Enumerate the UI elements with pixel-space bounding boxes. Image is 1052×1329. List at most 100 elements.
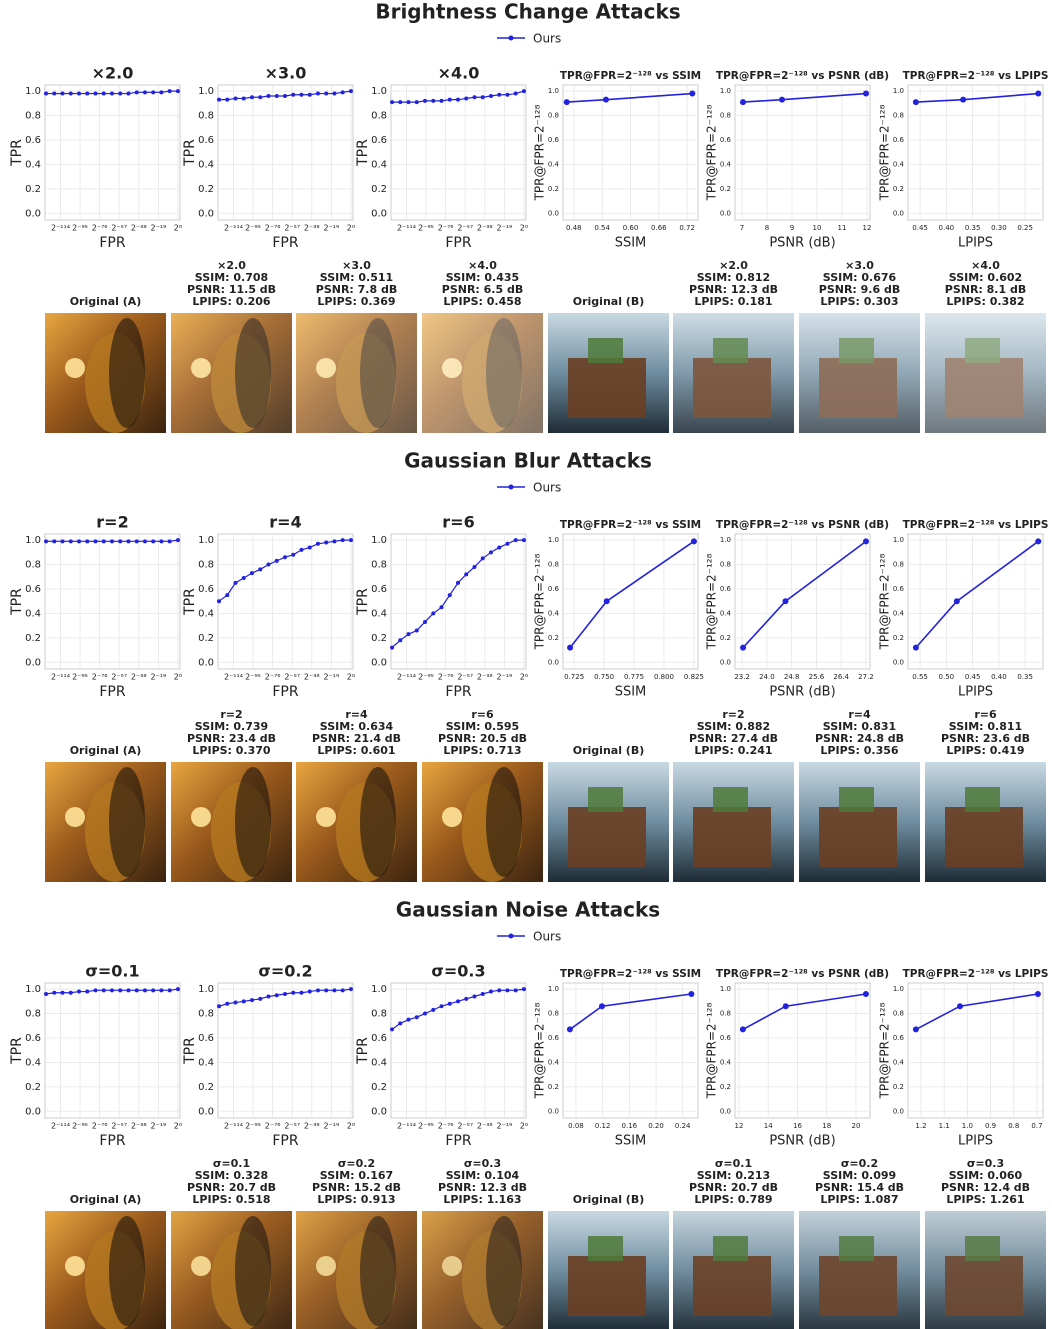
y-axis-label: TPR@FPR=2⁻¹²⁸	[533, 553, 547, 650]
y-tick-label: 0.8	[25, 560, 41, 571]
x-tick-label: 8	[765, 224, 769, 232]
point	[522, 987, 526, 991]
x-tick-label: 2⁻¹⁹	[150, 1122, 166, 1131]
x-tick-label: 2⁻⁷⁶	[92, 224, 108, 233]
y-tick-label: 0.4	[548, 609, 560, 617]
y-tick-label: 1.0	[198, 535, 214, 546]
x-tick-label: 1.1	[939, 1122, 950, 1130]
image-noise	[422, 1211, 543, 1329]
image-noise	[673, 1211, 794, 1329]
y-tick-label: 0.4	[893, 1058, 905, 1066]
y-tick-label: 0.6	[198, 584, 214, 595]
plot-area	[908, 534, 1043, 669]
point	[217, 599, 221, 603]
image-tile	[799, 1211, 920, 1329]
image-caption: LPIPS: 1.261	[946, 1193, 1024, 1206]
point	[126, 92, 130, 96]
y-tick-label: 1.0	[198, 984, 214, 995]
point	[423, 1012, 427, 1016]
point	[431, 1008, 435, 1012]
point	[266, 94, 270, 98]
point	[407, 1018, 411, 1022]
point	[324, 92, 328, 96]
x-tick-label: 9	[790, 224, 794, 232]
y-tick-label: 0.0	[720, 658, 731, 666]
point	[564, 99, 570, 105]
x-tick-label: 2⁻⁵⁷	[457, 673, 473, 682]
image-tile	[799, 762, 920, 882]
point	[349, 987, 353, 991]
image-caption: LPIPS: 0.713	[443, 744, 521, 757]
point	[85, 92, 89, 96]
x-tick-label: 2⁻⁹⁵	[72, 224, 88, 233]
image-brightness	[925, 313, 1046, 433]
y-tick-label: 0.4	[720, 160, 732, 168]
x-axis-label: FPR	[272, 684, 298, 700]
chart: 0.00.20.40.60.81.02⁻¹¹⁴2⁻⁹⁵2⁻⁷⁶2⁻⁵⁷2⁻³⁸2…	[9, 64, 182, 252]
x-tick-label: 2⁰	[174, 673, 182, 682]
y-axis-label: TPR	[355, 1037, 371, 1065]
point	[863, 91, 869, 97]
x-tick-label: 2⁰	[347, 224, 355, 233]
point	[497, 988, 501, 992]
point	[349, 538, 353, 542]
point	[77, 92, 81, 96]
image-noise	[799, 1211, 920, 1329]
image-tile	[673, 1211, 794, 1329]
point	[913, 645, 919, 651]
y-tick-label: 0.6	[371, 1033, 387, 1044]
x-tick-label: 2⁻¹⁹	[496, 673, 512, 682]
point	[283, 992, 287, 996]
image-chest	[819, 807, 897, 867]
y-tick-label: 1.0	[893, 985, 904, 993]
point	[472, 565, 476, 569]
y-tick-label: 0.2	[198, 633, 214, 644]
y-tick-label: 1.0	[893, 536, 904, 544]
point	[299, 93, 303, 97]
x-tick-label: 2⁻⁹⁵	[72, 1122, 88, 1131]
point	[291, 553, 295, 557]
y-tick-label: 0.2	[371, 184, 387, 195]
point	[481, 992, 485, 996]
point	[464, 997, 468, 1001]
y-tick-label: 0.2	[25, 1082, 41, 1093]
image-plant	[839, 787, 874, 812]
chart: 0.00.20.40.60.81.02⁻¹¹⁴2⁻⁹⁵2⁻⁷⁶2⁻⁵⁷2⁻³⁸2…	[355, 64, 528, 252]
y-tick-label: 0.4	[893, 160, 905, 168]
x-tick-label: 2⁻⁹⁵	[245, 224, 261, 233]
plot-area	[218, 983, 353, 1118]
y-tick-label: 0.6	[25, 135, 41, 146]
x-tick-label: 24.0	[759, 673, 775, 681]
point	[497, 545, 501, 549]
image-tile	[422, 1211, 543, 1329]
x-tick-label: 24.8	[784, 673, 800, 681]
y-tick-label: 0.0	[893, 209, 904, 217]
image-plant	[588, 1236, 623, 1261]
x-tick-label: 2⁻¹¹⁴	[397, 673, 416, 682]
y-tick-label: 0.0	[548, 209, 559, 217]
y-tick-label: 0.6	[371, 584, 387, 595]
point	[431, 99, 435, 103]
x-tick-label: 0.750	[594, 673, 614, 681]
x-tick-label: 0.60	[623, 224, 639, 232]
point	[316, 988, 320, 992]
image-caption: LPIPS: 0.206	[192, 295, 271, 308]
chart: 0.00.20.40.60.81.02⁻¹¹⁴2⁻⁹⁵2⁻⁷⁶2⁻⁵⁷2⁻³⁸2…	[355, 513, 528, 701]
point	[242, 576, 246, 580]
chart-title: σ=0.3	[431, 962, 485, 981]
point	[603, 97, 609, 103]
image-caption: Original (A)	[70, 295, 142, 308]
point	[439, 99, 443, 103]
plot-area	[563, 983, 698, 1118]
chart-title: TPR@FPR=2⁻¹²⁸ vs PSNR (dB)	[716, 519, 889, 531]
y-tick-label: 0.8	[548, 112, 559, 120]
y-tick-label: 0.2	[893, 634, 904, 642]
point	[481, 95, 485, 99]
x-tick-label: 14	[764, 1122, 773, 1130]
image-sun	[65, 807, 85, 827]
legend-label: Ours	[533, 481, 561, 495]
x-axis-label: FPR	[445, 1133, 471, 1149]
y-axis-label: TPR	[9, 139, 25, 167]
x-tick-label: 2⁻¹¹⁴	[224, 1122, 243, 1131]
